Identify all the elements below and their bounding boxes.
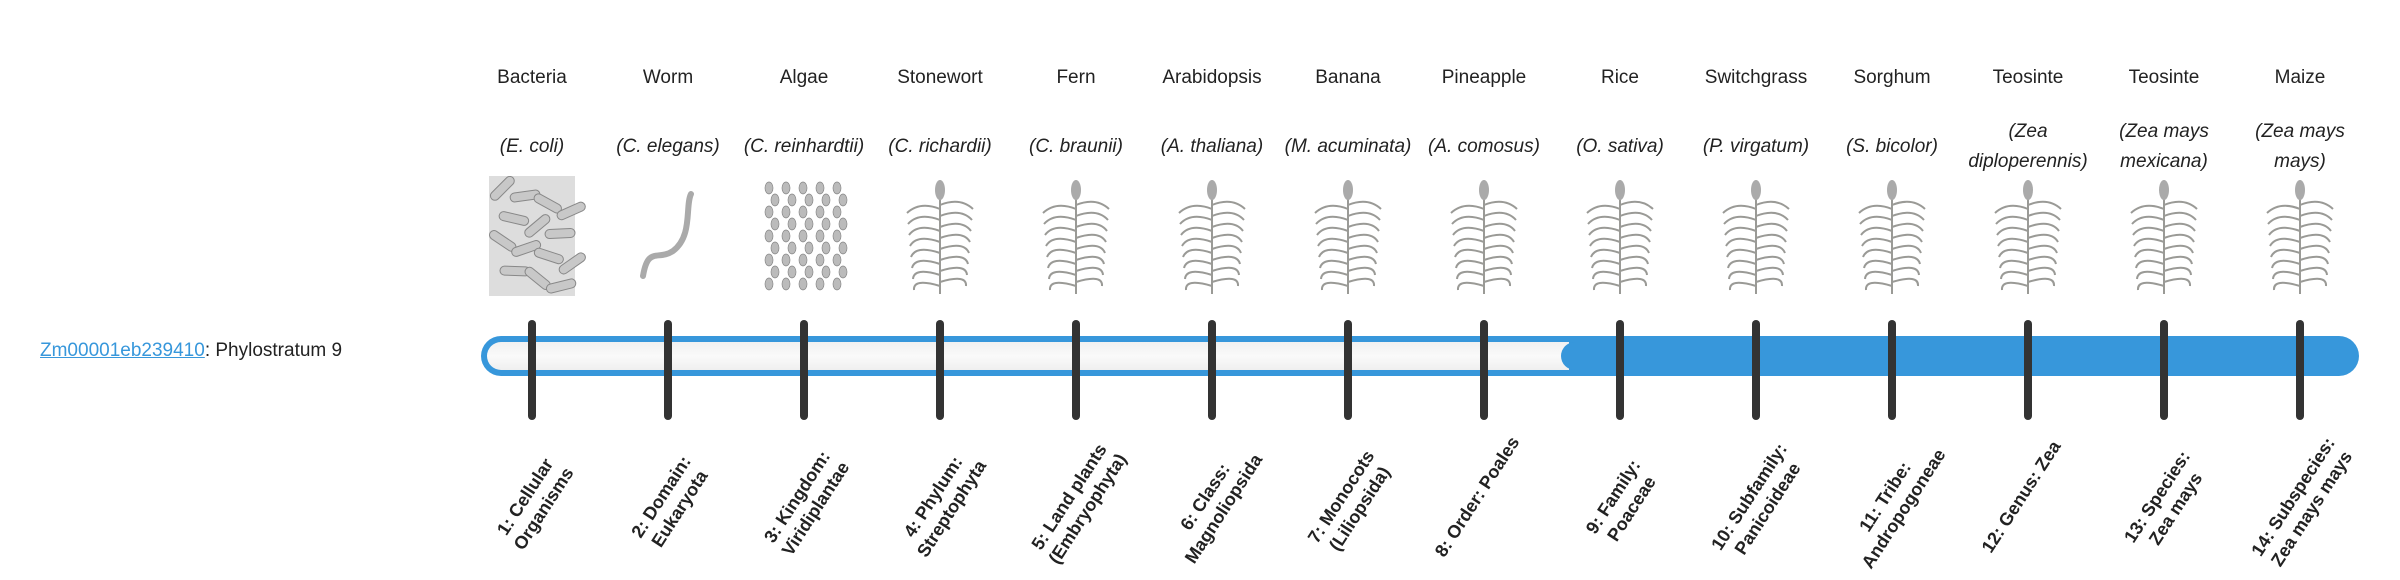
organism-common-name: Fern	[1056, 67, 1096, 88]
fern-illustration	[1021, 176, 1131, 296]
organism-species-name: (A. comosus)	[1416, 112, 1552, 182]
stratum-tick	[664, 320, 672, 420]
organism-common-name: Pineapple	[1441, 67, 1527, 88]
organism-species-name: (S. bicolor)	[1824, 112, 1960, 182]
species-text: (S. bicolor)	[1846, 136, 1938, 157]
separator: :	[204, 340, 216, 361]
organism-common-name: Teosinte	[1992, 67, 2064, 88]
stratum-label: 10: Subfamily: Panicoideae	[1707, 439, 1805, 559]
organism-species-name: (Zea mays mexicana)	[2096, 112, 2232, 182]
stratum-tick	[528, 320, 536, 420]
algae-illustration	[749, 176, 859, 296]
organism-common-name: Stonewort	[897, 67, 983, 88]
bar-fill-edge	[1561, 342, 1575, 370]
stratum-tick	[1616, 320, 1624, 420]
rice-illustration	[1565, 176, 1675, 296]
stratum-tick	[2296, 320, 2304, 420]
organism-species-name: (A. thaliana)	[1144, 112, 1280, 182]
organism-species-name: (Zea diploperennis)	[1960, 112, 2096, 182]
stratum-tick	[1888, 320, 1896, 420]
stonewort-illustration	[885, 176, 995, 296]
stratum-tick	[800, 320, 808, 420]
species-text: (P. virgatum)	[1702, 136, 1810, 157]
stratum-tick	[1208, 320, 1216, 420]
stratum-tick	[2160, 320, 2168, 420]
worm-illustration	[613, 176, 723, 296]
organism-common-name: Bacteria	[497, 67, 567, 88]
organism-common-name: Maize	[2274, 67, 2326, 88]
organism-species-name: (O. sativa)	[1552, 112, 1688, 182]
stratum-tick	[1480, 320, 1488, 420]
gene-phylostratum-label: Zm00001eb239410: Phylostratum 9	[40, 340, 342, 362]
organism-species-name: (P. virgatum)	[1688, 112, 1824, 182]
phylostratum-text: Phylostratum 9	[215, 340, 343, 361]
bacteria-illustration	[477, 175, 587, 296]
species-text: (O. sativa)	[1576, 136, 1664, 157]
organism-common-name: Teosinte	[2128, 67, 2200, 88]
species-text: (C. elegans)	[616, 136, 720, 157]
stratum-tick	[2024, 320, 2032, 420]
organism-common-name: Rice	[1600, 67, 1639, 88]
stratum-label: 7: Monocots (Liliopsida)	[1303, 446, 1395, 555]
banana-illustration	[1293, 176, 1403, 296]
organism-species-name: (C. braunii)	[1008, 112, 1144, 182]
switchgrass-illustration	[1701, 176, 1811, 296]
species-text: (Zea mays mays)	[2255, 121, 2345, 172]
species-text: (Zea diploperennis)	[1968, 121, 2088, 172]
teosinte-illustration	[2109, 176, 2219, 296]
stratum-label: 2: Domain: Eukaryota	[627, 452, 712, 551]
organism-common-name: Switchgrass	[1704, 67, 1808, 88]
stratum-label: 8: Order: Poales	[1430, 432, 1524, 561]
stratum-label: 9: Family: Poaceae	[1581, 456, 1660, 545]
stratum-label: 12: Genus: Zea	[1977, 437, 2065, 557]
stratum-tick	[1072, 320, 1080, 420]
stratum-label: 1: Cellular Organisms	[493, 454, 578, 554]
organism-species-name: (E. coli)	[464, 112, 600, 182]
organism-species-name: (C. reinhardtii)	[736, 112, 872, 182]
stratum-tick	[936, 320, 944, 420]
stratum-tick	[1752, 320, 1760, 420]
organism-common-name: Algae	[779, 67, 829, 88]
stratum-label: 14: Subspecies: Zea mays mays	[2247, 433, 2357, 570]
arabidopsis-illustration	[1157, 176, 1267, 296]
organism-species-name: (M. acuminata)	[1280, 112, 1416, 182]
species-text: (C. braunii)	[1029, 136, 1123, 157]
organism-species-name: (C. richardii)	[872, 112, 1008, 182]
species-text: (Zea mays mexicana)	[2119, 121, 2209, 172]
organism-common-name: Banana	[1315, 67, 1381, 88]
gene-id-link[interactable]: Zm00001eb239410	[40, 340, 205, 361]
organism-species-name: (Zea mays mays)	[2232, 112, 2368, 182]
stratum-label: 4: Phylum: Streptophyta	[899, 452, 991, 561]
bar-unfilled-track	[487, 342, 1569, 370]
stratum-tick	[1344, 320, 1352, 420]
species-text: (C. richardii)	[888, 136, 992, 157]
stratum-label: 13: Species: Zea mays	[2120, 447, 2207, 549]
stratum-label: 6: Class: Magnoliopsida	[1176, 450, 1267, 567]
species-text: (C. reinhardtii)	[743, 136, 865, 157]
teosinte-illustration	[1973, 176, 2083, 296]
organism-common-name: Worm	[642, 67, 694, 88]
organism-species-name: (C. elegans)	[600, 112, 736, 182]
organism-common-name: Arabidopsis	[1162, 67, 1262, 88]
pineapple-illustration	[1429, 176, 1539, 296]
sorghum-illustration	[1837, 176, 1947, 296]
species-text: (A. thaliana)	[1160, 136, 1264, 157]
phylostratum-bar	[481, 336, 2359, 376]
species-text: (A. comosus)	[1428, 136, 1540, 157]
species-text: (M. acuminata)	[1284, 136, 1412, 157]
species-text: (E. coli)	[499, 136, 565, 157]
organism-common-name: Sorghum	[1853, 67, 1931, 88]
stratum-label: 3: Kingdom: Viridiplantae	[760, 447, 854, 560]
stratum-label: 11: Tribe: Andropogoneae	[1855, 445, 1950, 572]
stratum-label: 5: Land plants (Embryophyta)	[1027, 440, 1131, 568]
maize-illustration	[2245, 176, 2355, 296]
